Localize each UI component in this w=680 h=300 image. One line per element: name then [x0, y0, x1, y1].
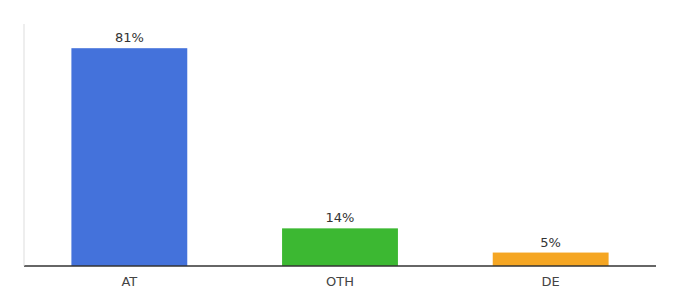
data-label: 5%	[540, 235, 561, 250]
bars	[71, 48, 608, 266]
y-axis-line	[24, 24, 25, 266]
x-tick-label: AT	[121, 274, 137, 289]
axes: AT OTH DE	[24, 24, 656, 289]
x-axis-line	[24, 265, 656, 267]
bar	[71, 48, 187, 266]
bar	[493, 253, 609, 266]
chart-svg: 81% 14% 5% AT OTH DE	[0, 0, 680, 300]
data-label: 81%	[115, 30, 144, 45]
x-tick-label: DE	[542, 274, 560, 289]
chart-container: 81% 14% 5% AT OTH DE	[0, 0, 680, 300]
bar	[282, 228, 398, 266]
data-labels: 81% 14% 5%	[115, 30, 561, 249]
data-label: 14%	[326, 210, 355, 225]
x-tick-label: OTH	[326, 274, 354, 289]
